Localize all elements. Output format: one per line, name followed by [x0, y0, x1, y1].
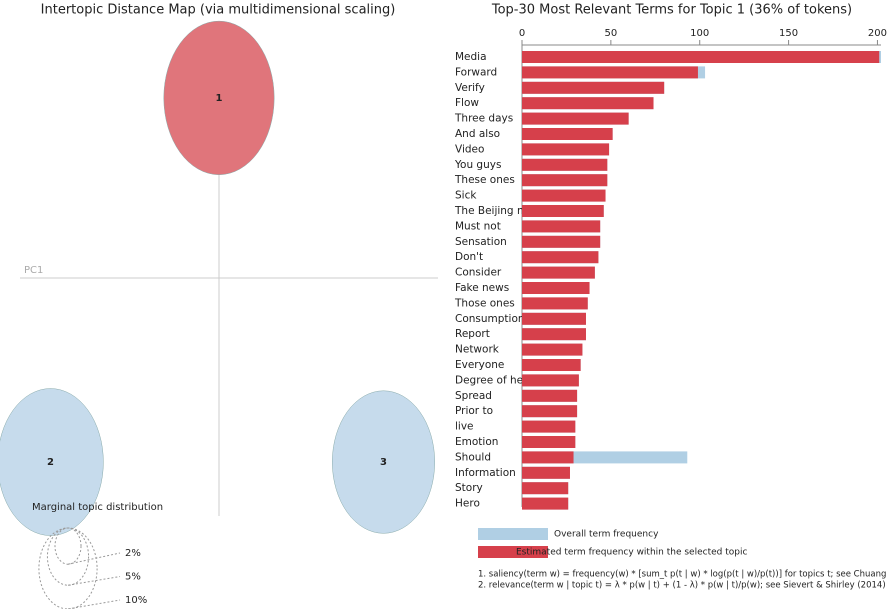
size-legend-line [67, 599, 121, 609]
bar [522, 497, 569, 510]
category-label: Degree of heat [455, 374, 534, 386]
x-axis-label: PC1 [24, 265, 43, 276]
size-legend-line [67, 576, 121, 586]
category-label: Video [455, 143, 484, 155]
bar [522, 343, 583, 356]
x-tick-label: 100 [690, 28, 709, 39]
category-label: The Beijing news [454, 205, 544, 217]
x-tick-label: 150 [779, 28, 798, 39]
legend-label: Estimated term frequency within the sele… [516, 548, 747, 558]
x-tick-label: 50 [604, 28, 617, 39]
bar [522, 451, 574, 464]
category-label: Report [455, 328, 490, 340]
bar [522, 374, 579, 387]
size-legend-label: 10% [125, 595, 147, 606]
bar [522, 112, 629, 125]
topic-label: 1 [216, 93, 223, 104]
category-label: Spread [455, 390, 492, 402]
category-label: Media [455, 51, 487, 63]
bar [522, 359, 581, 371]
bar [522, 128, 613, 140]
size-legend-title: Marginal topic distribution [32, 502, 163, 513]
bar [522, 312, 586, 325]
bar [522, 97, 654, 110]
bar [522, 81, 665, 94]
category-label: Flow [455, 97, 479, 109]
category-label: Don't [455, 251, 483, 263]
x-tick-label: 200 [868, 28, 887, 39]
bar [522, 143, 610, 156]
bar [522, 328, 586, 341]
size-legend-label: 2% [125, 548, 141, 559]
bar [522, 297, 588, 310]
bar [522, 436, 576, 448]
category-label: live [455, 421, 474, 433]
category-label: Should [455, 451, 491, 463]
category-label: Prior to [455, 405, 493, 417]
footnote: 2. relevance(term w | topic t) = λ * p(w… [478, 581, 886, 591]
category-label: You guys [454, 159, 501, 171]
bar [522, 174, 608, 187]
topic-label: 3 [380, 457, 387, 468]
category-label: Everyone [455, 359, 504, 371]
category-label: Information [455, 467, 516, 479]
category-label: Those ones [454, 297, 515, 309]
category-label: Three days [454, 113, 513, 125]
legend-swatch [478, 546, 548, 558]
bar [522, 405, 578, 418]
category-label: Network [455, 344, 500, 356]
bar [522, 251, 599, 264]
x-tick-label: 0 [519, 28, 525, 39]
category-label: Verify [455, 82, 485, 94]
bar [522, 282, 590, 294]
bar [522, 389, 578, 402]
bar [522, 66, 698, 79]
bar [522, 158, 608, 171]
category-label: Sick [455, 190, 477, 202]
category-label: Must not [455, 220, 501, 232]
bar [522, 51, 880, 63]
topic-bubble [332, 390, 435, 534]
bar [522, 189, 606, 202]
bar [522, 482, 569, 495]
bar [522, 420, 576, 433]
bar [522, 266, 595, 279]
size-legend-line [67, 552, 121, 565]
legend-swatch [478, 528, 548, 540]
category-label: Story [455, 482, 483, 494]
legend-label: Overall term frequency [554, 530, 659, 540]
size-legend-circle [46, 527, 90, 586]
bar [522, 466, 570, 479]
bar [522, 205, 604, 217]
category-label: Sensation [455, 236, 507, 248]
topic-label: 2 [47, 457, 54, 468]
category-label: Emotion [455, 436, 498, 448]
footnote: 1. saliency(term w) = frequency(w) * [su… [478, 570, 889, 580]
category-label: And also [455, 128, 500, 140]
bar [522, 235, 601, 248]
category-label: These ones [454, 174, 515, 186]
category-label: Consumption [455, 313, 525, 325]
category-label: Fake news [455, 282, 509, 294]
chart-title: Intertopic Distance Map (via multidimens… [41, 3, 396, 18]
category-label: Hero [455, 498, 480, 510]
category-label: Consider [455, 267, 502, 279]
bar [522, 220, 601, 233]
chart-title: Top-30 Most Relevant Terms for Topic 1 (… [491, 3, 852, 18]
topic-bubble [163, 20, 275, 175]
size-legend-circle [38, 527, 98, 609]
size-legend-label: 5% [125, 572, 141, 583]
category-label: Forward [455, 66, 497, 78]
